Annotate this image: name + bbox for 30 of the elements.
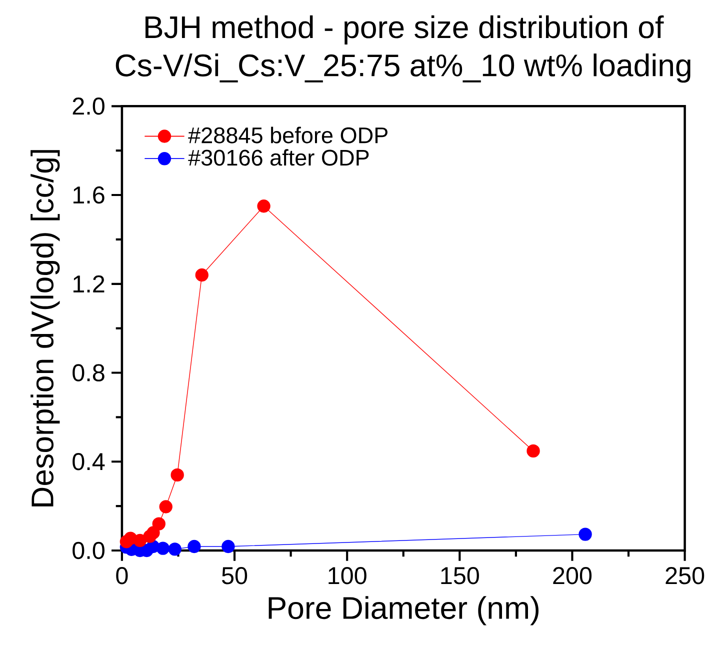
- chart-title: BJH method - pore size distribution of Cs-V/Si_Cs:V_25:75 at%_10 wt% loading: [116, 15, 690, 83]
- legend-label: #30166 after ODP: [188, 149, 369, 166]
- y-tick-label: 0.0: [72, 542, 104, 559]
- y-tick-label: 0.4: [72, 452, 105, 470]
- x-tick-label: 150: [441, 566, 479, 584]
- y-tick-label: 1.6: [73, 186, 104, 204]
- x-tick-label: 100: [328, 566, 366, 584]
- point: [133, 534, 147, 547]
- x-tick-label: 200: [553, 566, 592, 584]
- y-tick-label: 0.8: [72, 364, 104, 382]
- legend-label: #28845 before ODP: [188, 126, 388, 144]
- point: [257, 199, 270, 213]
- point: [222, 540, 235, 553]
- point: [195, 268, 208, 282]
- point: [159, 500, 172, 514]
- point: [526, 444, 540, 458]
- point: [168, 542, 182, 556]
- point: [152, 517, 166, 530]
- x-tick-label: 250: [666, 566, 704, 584]
- point: [578, 528, 592, 541]
- y-axis-title: Desorption dV(logd) [cc/g]: [30, 150, 60, 506]
- point: [146, 526, 160, 540]
- point: [170, 468, 184, 482]
- point: [188, 540, 201, 553]
- x-tick-label: 50: [222, 566, 248, 584]
- x-axis-title: Pore Diameter (nm): [268, 596, 538, 626]
- x-tick-label: 0: [116, 566, 128, 584]
- point: [156, 542, 170, 555]
- y-tick-label: 1.2: [73, 275, 104, 292]
- y-tick-label: 2.0: [72, 97, 104, 115]
